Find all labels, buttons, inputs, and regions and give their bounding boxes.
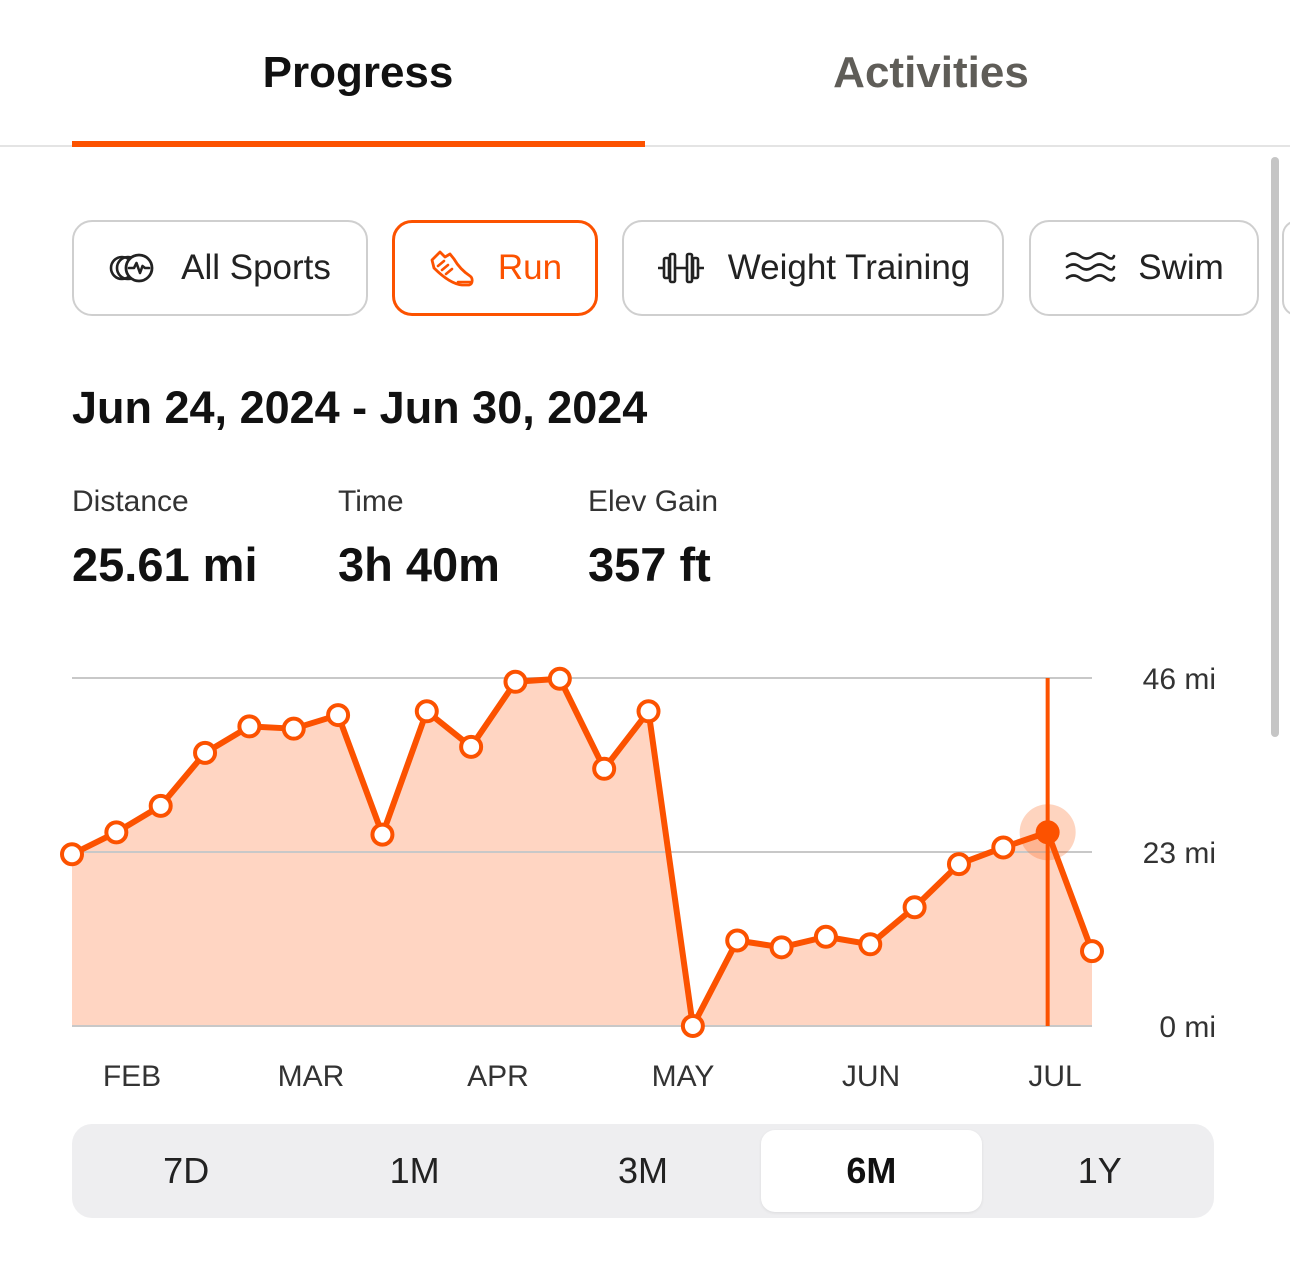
data-point <box>592 756 617 781</box>
data-point <box>858 932 883 957</box>
tab-activities[interactable]: Activities <box>833 48 1029 97</box>
filter-weight-training-button[interactable]: Weight Training <box>622 220 1004 316</box>
all-sports-icon <box>109 250 159 286</box>
dumbbell-icon <box>656 252 706 284</box>
x-tick-label: JUN <box>842 1060 900 1093</box>
top-tabs: Progress Activities <box>0 0 1290 148</box>
range-option-1m[interactable]: 1M <box>389 1150 440 1191</box>
scrollbar-thumb[interactable] <box>1271 157 1279 737</box>
range-option-7d[interactable]: 7D <box>163 1150 210 1191</box>
date-range-title: Jun 24, 2024 - Jun 30, 2024 <box>72 382 648 433</box>
filter-run-button[interactable]: Run <box>392 220 598 316</box>
filter-run-label: Run <box>497 248 563 287</box>
running-shoe-icon <box>428 246 476 290</box>
data-point <box>769 935 794 960</box>
data-point <box>725 928 750 953</box>
data-point <box>370 822 395 847</box>
data-point <box>991 835 1016 860</box>
data-point <box>326 703 351 728</box>
data-point <box>60 842 84 867</box>
data-point <box>193 740 218 765</box>
filter-all-sports-label: All Sports <box>181 248 331 287</box>
stat-distance-label: Distance <box>72 485 189 518</box>
filter-all-sports-button[interactable]: All Sports <box>72 220 368 316</box>
stat-time-label: Time <box>338 485 404 518</box>
filter-next-chip-partial[interactable] <box>1282 220 1290 316</box>
x-tick-label: MAR <box>278 1060 345 1093</box>
filter-swim-button[interactable]: Swim <box>1029 220 1259 316</box>
data-point <box>680 1014 705 1038</box>
data-point <box>104 820 129 845</box>
weekly-distance-chart[interactable]: 0 mi 23 mi 46 mi FEB MAR APR MAY JUN JUL <box>0 640 1290 1100</box>
data-point <box>503 669 528 694</box>
stat-time-value: 3h 40m <box>338 538 500 591</box>
tab-progress[interactable]: Progress <box>262 48 454 97</box>
data-point <box>636 699 661 724</box>
data-point <box>547 666 572 691</box>
data-point <box>281 716 306 741</box>
x-tick-label: JUL <box>1028 1060 1081 1093</box>
data-point <box>414 699 439 724</box>
waves-icon <box>1064 248 1116 288</box>
data-point <box>148 793 173 818</box>
range-option-1y[interactable]: 1Y <box>1077 1150 1122 1191</box>
range-option-3m[interactable]: 3M <box>617 1150 668 1191</box>
data-point <box>459 734 484 759</box>
data-point <box>902 895 927 920</box>
y-tick-label: 46 mi <box>1143 663 1216 696</box>
filter-weight-training-label: Weight Training <box>727 248 971 287</box>
time-range-selector: 7D 1M 3M 6M 1Y <box>72 1124 1214 1218</box>
range-option-6m[interactable]: 6M <box>761 1130 982 1212</box>
x-tick-label: MAY <box>652 1060 715 1093</box>
selected-data-point <box>1035 820 1060 845</box>
tabs-divider <box>0 145 1290 147</box>
data-point <box>946 852 971 877</box>
y-tick-label: 23 mi <box>1143 837 1216 870</box>
x-tick-label: APR <box>467 1060 529 1093</box>
stat-elev-gain-value: 357 ft <box>588 538 711 591</box>
data-point <box>237 714 262 739</box>
filter-swim-label: Swim <box>1138 248 1224 287</box>
y-tick-label: 0 mi <box>1159 1011 1216 1044</box>
stat-distance-value: 25.61 mi <box>72 538 258 591</box>
data-point <box>813 924 838 949</box>
x-tick-label: FEB <box>103 1060 161 1093</box>
data-point <box>1080 939 1104 964</box>
active-tab-indicator <box>72 141 645 147</box>
stat-elev-gain-label: Elev Gain <box>588 485 719 518</box>
